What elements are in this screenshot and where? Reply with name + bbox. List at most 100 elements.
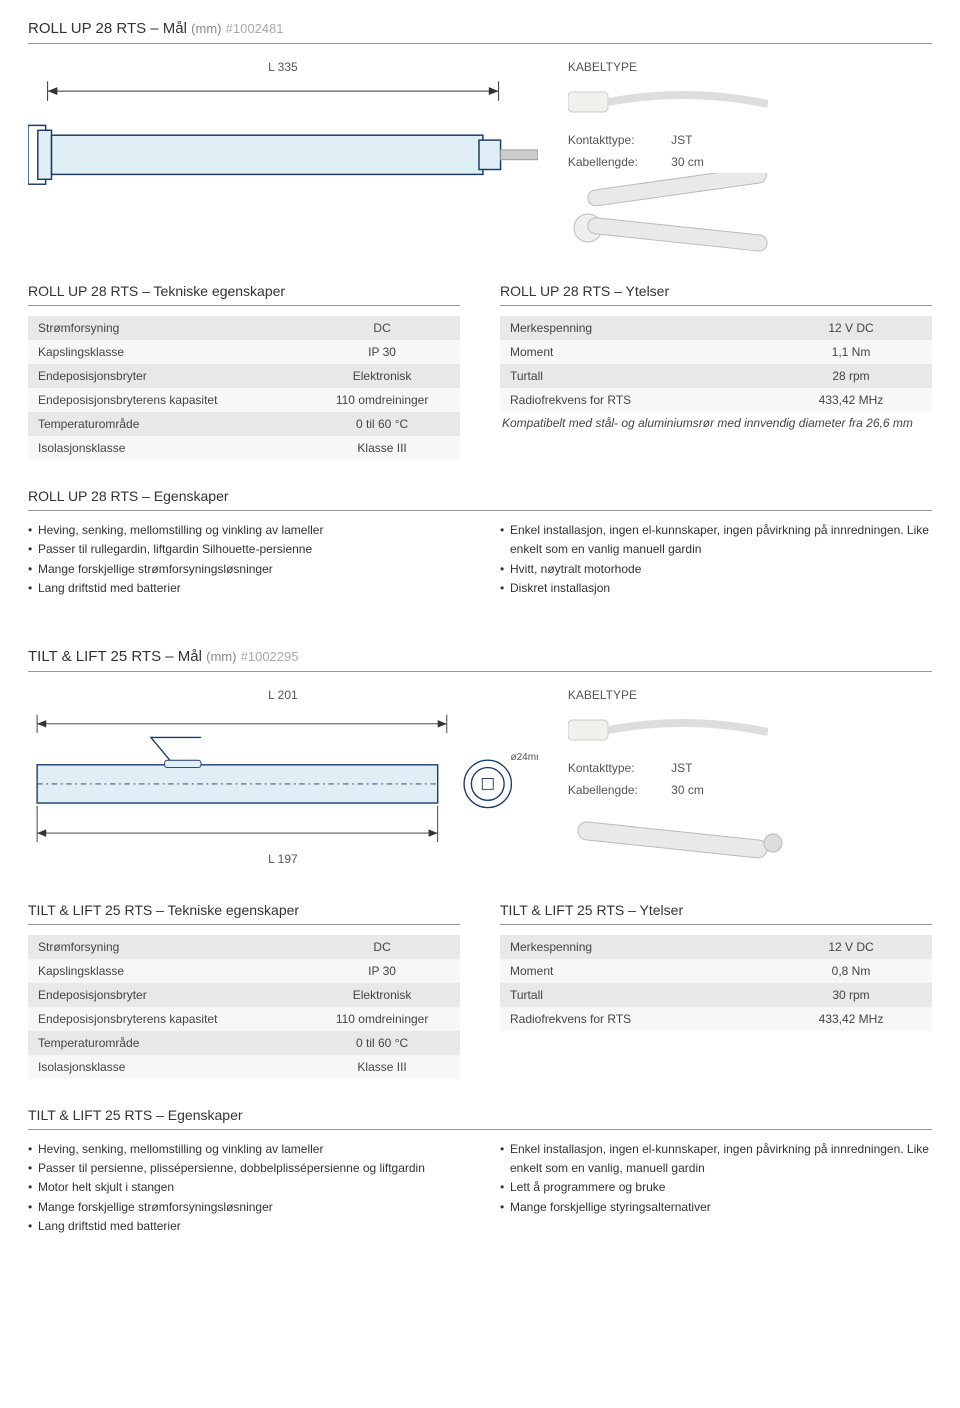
- spec-label: Isolasjonsklasse: [28, 436, 304, 460]
- spec-label: Radiofrekvens for RTS: [500, 1007, 770, 1031]
- spec-value: 433,42 MHz: [770, 388, 932, 412]
- dim-label-top: L 201: [28, 688, 538, 702]
- spec-value: 1,1 Nm: [770, 340, 932, 364]
- spec-label: Radiofrekvens for RTS: [500, 388, 770, 412]
- dim-label-bottom: L 197: [28, 852, 538, 866]
- perf-title: TILT & LIFT 25 RTS – Ytelser: [500, 902, 932, 925]
- motor-diagram-icon: ø24mm: [28, 708, 538, 858]
- feature-item: Mange forskjellige strømforsyningsløsnin…: [28, 560, 460, 579]
- feat-title: TILT & LIFT 25 RTS – Egenskaper: [28, 1107, 932, 1130]
- title-sub: – Mål: [165, 648, 202, 665]
- spec-value: Klasse III: [304, 1055, 460, 1079]
- feature-item: Mange forskjellige strømforsyningsløsnin…: [28, 1198, 460, 1217]
- spec-columns: TILT & LIFT 25 RTS – Tekniske egenskaper…: [28, 902, 932, 1079]
- spec-label: Endeposisjonsbryter: [28, 983, 304, 1007]
- diagram-section: L 201 ø24mm: [28, 688, 932, 872]
- tech-col: ROLL UP 28 RTS – Tekniske egenskaper Str…: [28, 283, 460, 460]
- spec-label: Turtall: [500, 983, 770, 1007]
- perf-table: Merkespenning12 V DC Moment1,1 Nm Turtal…: [500, 316, 932, 412]
- feature-item: Motor helt skjult i stangen: [28, 1178, 460, 1197]
- feature-item: Enkel installasjon, ingen el-kunnskaper,…: [500, 1140, 932, 1178]
- spec-value: DC: [304, 935, 460, 959]
- kabel-header: KABELTYPE: [568, 688, 932, 702]
- kabel-value: JST: [671, 133, 692, 147]
- motor-photo-icon: [568, 801, 788, 861]
- spec-label: Endeposisjonsbryterens kapasitet: [28, 388, 304, 412]
- spec-value: 433,42 MHz: [770, 1007, 932, 1031]
- kabel-label: Kontakttype:: [568, 758, 668, 780]
- spec-value: 28 rpm: [770, 364, 932, 388]
- spec-label: Strømforsyning: [28, 935, 304, 959]
- spec-value: 30 rpm: [770, 983, 932, 1007]
- tech-table: StrømforsyningDC KapslingsklasseIP 30 En…: [28, 316, 460, 460]
- feature-item: Enkel installasjon, ingen el-kunnskaper,…: [500, 521, 932, 559]
- spec-value: 0,8 Nm: [770, 959, 932, 983]
- diagram-section: L 335 KABELTYPE: [28, 60, 932, 253]
- diagram-left: L 201 ø24mm: [28, 688, 538, 872]
- feature-item: Diskret installasjon: [500, 579, 932, 598]
- kabel-spec-row: Kontakttype: JST: [568, 130, 932, 152]
- product-title: TILT & LIFT 25 RTS – Mål (mm) #1002295: [28, 648, 932, 672]
- spec-value: 0 til 60 °C: [304, 412, 460, 436]
- diagram-left: L 335: [28, 60, 538, 210]
- feature-list-right: Enkel installasjon, ingen el-kunnskaper,…: [500, 1140, 932, 1236]
- spec-label: Turtall: [500, 364, 770, 388]
- endcap-label: ø24mm: [511, 752, 538, 763]
- feature-item: Passer til rullegardin, liftgardin Silho…: [28, 540, 460, 559]
- title-main: TILT & LIFT 25 RTS: [28, 648, 161, 665]
- spec-columns: ROLL UP 28 RTS – Tekniske egenskaper Str…: [28, 283, 932, 460]
- spec-value: IP 30: [304, 340, 460, 364]
- feature-columns: Heving, senking, mellomstilling og vinkl…: [28, 521, 932, 598]
- tech-col: TILT & LIFT 25 RTS – Tekniske egenskaper…: [28, 902, 460, 1079]
- spec-label: Moment: [500, 959, 770, 983]
- spec-value: IP 30: [304, 959, 460, 983]
- spec-label: Kapslingsklasse: [28, 959, 304, 983]
- title-code: #1002481: [226, 21, 284, 36]
- product-title: ROLL UP 28 RTS – Mål (mm) #1002481: [28, 20, 932, 44]
- feature-item: Hvitt, nøytralt motorhode: [500, 560, 932, 579]
- spec-label: Moment: [500, 340, 770, 364]
- motor-diagram-icon: [28, 80, 538, 210]
- spec-label: Temperaturområde: [28, 1031, 304, 1055]
- kabel-spec-row: Kabellengde: 30 cm: [568, 780, 932, 802]
- spec-value: 110 omdreininger: [304, 388, 460, 412]
- perf-col: TILT & LIFT 25 RTS – Ytelser Merkespenni…: [500, 902, 932, 1079]
- feat-title: ROLL UP 28 RTS – Egenskaper: [28, 488, 932, 511]
- feature-columns: Heving, senking, mellomstilling og vinkl…: [28, 1140, 932, 1236]
- feature-item: Heving, senking, mellomstilling og vinkl…: [28, 1140, 460, 1159]
- kabel-value: JST: [671, 761, 692, 775]
- kabel-panel: KABELTYPE Kontakttype: JST Kabellengde: …: [568, 688, 932, 861]
- spec-value: Elektronisk: [304, 364, 460, 388]
- perf-note: Kompatibelt med stål- og aluminiumsrør m…: [500, 412, 932, 434]
- kabel-label: Kabellengde:: [568, 152, 668, 174]
- spec-value: DC: [304, 316, 460, 340]
- spec-label: Strømforsyning: [28, 316, 304, 340]
- tech-table: StrømforsyningDC KapslingsklasseIP 30 En…: [28, 935, 460, 1079]
- spec-value: 110 omdreininger: [304, 1007, 460, 1031]
- feature-item: Mange forskjellige styringsalternativer: [500, 1198, 932, 1217]
- feature-list-left: Heving, senking, mellomstilling og vinkl…: [28, 521, 460, 598]
- spec-label: Merkespenning: [500, 935, 770, 959]
- feature-list-left: Heving, senking, mellomstilling og vinkl…: [28, 1140, 460, 1236]
- perf-col: ROLL UP 28 RTS – Ytelser Merkespenning12…: [500, 283, 932, 460]
- spec-value: Elektronisk: [304, 983, 460, 1007]
- feature-item: Lang driftstid med batterier: [28, 579, 460, 598]
- spec-value: 12 V DC: [770, 935, 932, 959]
- tech-title: TILT & LIFT 25 RTS – Tekniske egenskaper: [28, 902, 460, 925]
- spec-label: Isolasjonsklasse: [28, 1055, 304, 1079]
- spec-label: Temperaturområde: [28, 412, 304, 436]
- kabel-spec-row: Kabellengde: 30 cm: [568, 152, 932, 174]
- feature-list-right: Enkel installasjon, ingen el-kunnskaper,…: [500, 521, 932, 598]
- tech-title: ROLL UP 28 RTS – Tekniske egenskaper: [28, 283, 460, 306]
- kabel-value: 30 cm: [671, 155, 704, 169]
- spec-value: 0 til 60 °C: [304, 1031, 460, 1055]
- kabel-spec-row: Kontakttype: JST: [568, 758, 932, 780]
- spec-value: 12 V DC: [770, 316, 932, 340]
- spec-value: Klasse III: [304, 436, 460, 460]
- motor-photo-icon: [568, 173, 788, 253]
- connector-icon: [568, 710, 768, 750]
- kabel-label: Kontakttype:: [568, 130, 668, 152]
- spec-label: Kapslingsklasse: [28, 340, 304, 364]
- title-unit: (mm): [206, 649, 236, 664]
- dim-label-top: L 335: [28, 60, 538, 74]
